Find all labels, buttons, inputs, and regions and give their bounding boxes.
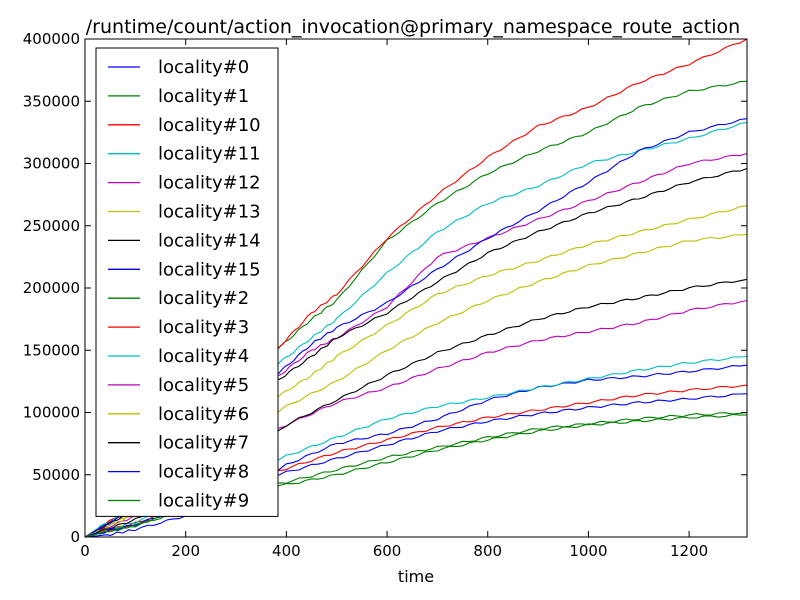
y-tick-label: 300000 <box>23 155 80 173</box>
x-tick-label: 600 <box>373 542 402 560</box>
legend-label: locality#11 <box>158 144 261 165</box>
y-tick-label: 0 <box>70 528 80 546</box>
y-tick-label: 100000 <box>23 404 80 422</box>
legend-label: locality#0 <box>158 57 249 78</box>
legend: locality#0 locality#1 locality#10 locality#… <box>95 47 279 517</box>
chart-title: /runtime/count/action_invocation@primary… <box>86 16 740 38</box>
legend-label: locality#14 <box>158 230 261 251</box>
ticks-layer: 0 200 400 600 800 1000 1200 0 50000 100000 150000 2… <box>23 30 747 560</box>
legend-label: locality#8 <box>158 462 249 483</box>
series-line <box>84 411 748 538</box>
legend-label: locality#12 <box>158 173 261 194</box>
y-tick-label: 400000 <box>23 30 80 48</box>
legend-label: locality#13 <box>158 202 261 223</box>
y-tick-label: 150000 <box>23 341 80 359</box>
y-tick-label: 350000 <box>23 92 80 110</box>
y-tick-label: 250000 <box>23 217 80 235</box>
legend-label: locality#2 <box>158 288 249 309</box>
x-tick-label: 200 <box>171 542 200 560</box>
series-line <box>84 413 748 538</box>
x-tick-label: 400 <box>272 542 301 560</box>
legend-label: locality#7 <box>158 433 249 454</box>
legend-label: locality#4 <box>158 346 249 367</box>
x-tick-label: 1200 <box>670 542 708 560</box>
legend-label: locality#5 <box>158 375 249 396</box>
y-tick-label: 50000 <box>32 466 80 484</box>
series-line <box>84 393 748 538</box>
legend-label: locality#6 <box>158 404 249 425</box>
legend-label: locality#1 <box>158 86 249 107</box>
x-tick-label: 800 <box>473 542 502 560</box>
x-axis-label: time <box>398 567 434 586</box>
y-tick-label: 200000 <box>23 279 80 297</box>
legend-box <box>95 47 279 517</box>
x-tick-label: 0 <box>80 542 90 560</box>
legend-label: locality#15 <box>158 259 261 280</box>
legend-label: locality#9 <box>158 491 249 512</box>
legend-label: locality#3 <box>158 317 249 338</box>
series-line <box>84 384 748 538</box>
legend-label: locality#10 <box>158 115 261 136</box>
x-tick-label: 1000 <box>569 542 607 560</box>
series-line <box>84 364 748 538</box>
